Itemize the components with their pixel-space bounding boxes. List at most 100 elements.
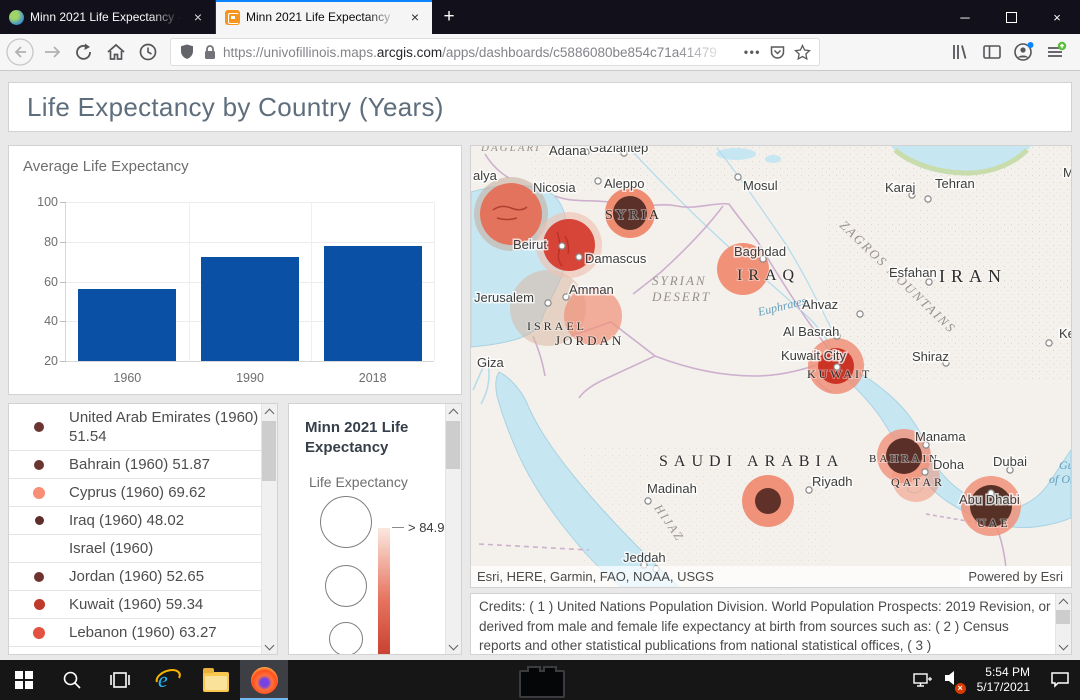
list-item-dot-cell — [9, 627, 69, 639]
url-bar[interactable]: https://univofillinois.maps.arcgis.com/a… — [170, 38, 820, 66]
list-item[interactable]: Jordan (1960) 52.65 — [9, 563, 262, 591]
scrollbar-thumb[interactable] — [1056, 610, 1070, 624]
forward-button[interactable] — [36, 37, 68, 67]
muted-speaker-icon: × — [943, 670, 961, 691]
y-axis-tick-mark — [60, 321, 66, 322]
browser-toolbar: https://univofillinois.maps.arcgis.com/a… — [0, 34, 1080, 71]
history-button[interactable] — [132, 37, 164, 67]
action-center-button[interactable] — [1040, 660, 1080, 700]
x-axis-tick-label: 1960 — [77, 371, 177, 385]
file-explorer-button[interactable] — [192, 660, 240, 700]
home-button[interactable] — [100, 37, 132, 67]
list-item[interactable]: Israel (1960) — [9, 535, 262, 563]
map-label: Al Basrah — [783, 324, 839, 339]
account-button[interactable] — [1008, 37, 1040, 67]
list-item[interactable]: Cyprus (1960) 69.62 — [9, 479, 262, 507]
internet-explorer-button[interactable]: e — [144, 660, 192, 700]
start-button[interactable] — [0, 660, 48, 700]
forward-icon — [41, 41, 63, 63]
network-icon — [913, 671, 933, 689]
chart-plot-area: 20406080100196019902018 — [65, 202, 434, 362]
sidebar-icon — [982, 42, 1002, 62]
action-center-icon — [1050, 671, 1070, 689]
task-view-button[interactable] — [96, 660, 144, 700]
url-prefix: https://univofillinois.maps. — [223, 45, 377, 60]
y-axis-tick-label: 60 — [18, 275, 58, 289]
reload-button[interactable] — [68, 37, 100, 67]
list-item[interactable]: Bahrain (1960) 51.87 — [9, 451, 262, 479]
file-explorer-icon — [203, 672, 229, 692]
scroll-down-icon[interactable] — [446, 639, 460, 654]
volume-tray-button[interactable]: × — [937, 660, 967, 700]
list-item[interactable]: United Arab Emirates (1960) 51.54 — [9, 404, 262, 451]
legend-subtitle: Life Expectancy — [289, 458, 461, 490]
map-label: Karaj — [885, 180, 915, 195]
network-tray-button[interactable] — [909, 660, 937, 700]
url-path: /apps/dashboards/c5886080be854c71a41479 — [442, 45, 717, 60]
scrollbar-thumb[interactable] — [446, 421, 460, 469]
new-tab-button[interactable]: + — [432, 0, 466, 34]
list-item[interactable]: Iraq (1960) 48.02 — [9, 507, 262, 535]
browser-tab-2-active[interactable]: Minn 2021 Life Expectancy × — [216, 0, 432, 34]
list-item[interactable]: Kuwait (1960) 59.34 — [9, 591, 262, 619]
scrollbar-thumb[interactable] — [262, 421, 276, 481]
minimize-button[interactable]: ─ — [942, 0, 988, 34]
tab-close-icon[interactable]: × — [407, 8, 423, 26]
map-label: Kuwait City — [781, 348, 847, 363]
pocket-button[interactable] — [769, 44, 786, 61]
tab-title: Minn 2021 Life Expectancy — [246, 10, 401, 24]
scroll-up-icon[interactable] — [1056, 594, 1070, 609]
browser-titlebar: Minn 2021 Life Expectancy - Ov × Minn 20… — [0, 0, 1080, 34]
map-attribution-sources: Esri, HERE, Garmin, FAO, NOAA, USGS — [471, 569, 960, 584]
account-icon — [1013, 41, 1035, 63]
task-view-icon — [109, 671, 131, 689]
scroll-down-icon[interactable] — [262, 639, 276, 654]
open-app-button[interactable] — [510, 660, 574, 700]
map-label: Gaziantep — [589, 146, 648, 155]
bar-2018 — [324, 246, 422, 361]
legend-scrollbar[interactable] — [445, 404, 461, 654]
map-label: IRAQ — [737, 267, 800, 284]
map-label: Ahvaz — [802, 297, 838, 312]
bookmark-star-button[interactable] — [794, 44, 811, 61]
taskbar-clock[interactable]: 5:54 PM 5/17/2021 — [977, 665, 1030, 695]
list-item[interactable]: Lebanon (1960) 63.27 — [9, 619, 262, 647]
map-label: Jerusalem — [474, 290, 534, 305]
close-button[interactable]: × — [1034, 0, 1080, 34]
url-text[interactable]: https://univofillinois.maps.arcgis.com/a… — [223, 45, 736, 60]
map-panel[interactable]: DAGLARIAdanaGaziantepalyaAleppoMosulNico… — [470, 145, 1072, 588]
tab-close-icon[interactable]: × — [190, 8, 206, 26]
map-label: Nicosia — [533, 180, 576, 195]
library-button[interactable] — [944, 37, 976, 67]
scroll-down-icon[interactable] — [1056, 639, 1070, 654]
country-dot-icon — [35, 516, 44, 525]
city-dot-icon — [576, 254, 582, 260]
browser-tab-1[interactable]: Minn 2021 Life Expectancy - Ov × — [0, 0, 216, 34]
scroll-up-icon[interactable] — [262, 404, 276, 419]
menu-button[interactable] — [1040, 37, 1072, 67]
firefox-taskbar-button[interactable] — [240, 660, 288, 700]
country-dot-icon — [34, 422, 44, 432]
sidebars-button[interactable] — [976, 37, 1008, 67]
city-dot-icon — [559, 243, 565, 249]
taskbar-search-button[interactable] — [48, 660, 96, 700]
map-label: Giza — [477, 355, 505, 370]
map-canvas[interactable]: DAGLARIAdanaGaziantepalyaAleppoMosulNico… — [471, 146, 1071, 587]
back-button[interactable] — [4, 37, 36, 67]
y-axis-tick-label: 100 — [18, 195, 58, 209]
country-list-body: United Arab Emirates (1960) 51.54Bahrain… — [9, 404, 262, 654]
gridline-y — [66, 202, 434, 203]
y-axis-tick-label: 40 — [18, 314, 58, 328]
credits-panel: Credits: ( 1 ) United Nations Population… — [470, 593, 1072, 655]
map-label: Shiraz — [912, 349, 949, 364]
scroll-up-icon[interactable] — [446, 404, 460, 419]
map-label: Beirut — [513, 237, 547, 252]
city-dot-icon — [857, 311, 863, 317]
list-scrollbar[interactable] — [261, 404, 277, 654]
credits-scrollbar[interactable] — [1055, 594, 1071, 654]
restore-button[interactable] — [988, 0, 1034, 34]
map-circle-saudi-inner[interactable] — [755, 488, 781, 514]
page-actions-button[interactable]: ••• — [744, 45, 761, 59]
y-axis-tick-mark — [60, 202, 66, 203]
list-item-label: Israel (1960) — [69, 539, 262, 558]
